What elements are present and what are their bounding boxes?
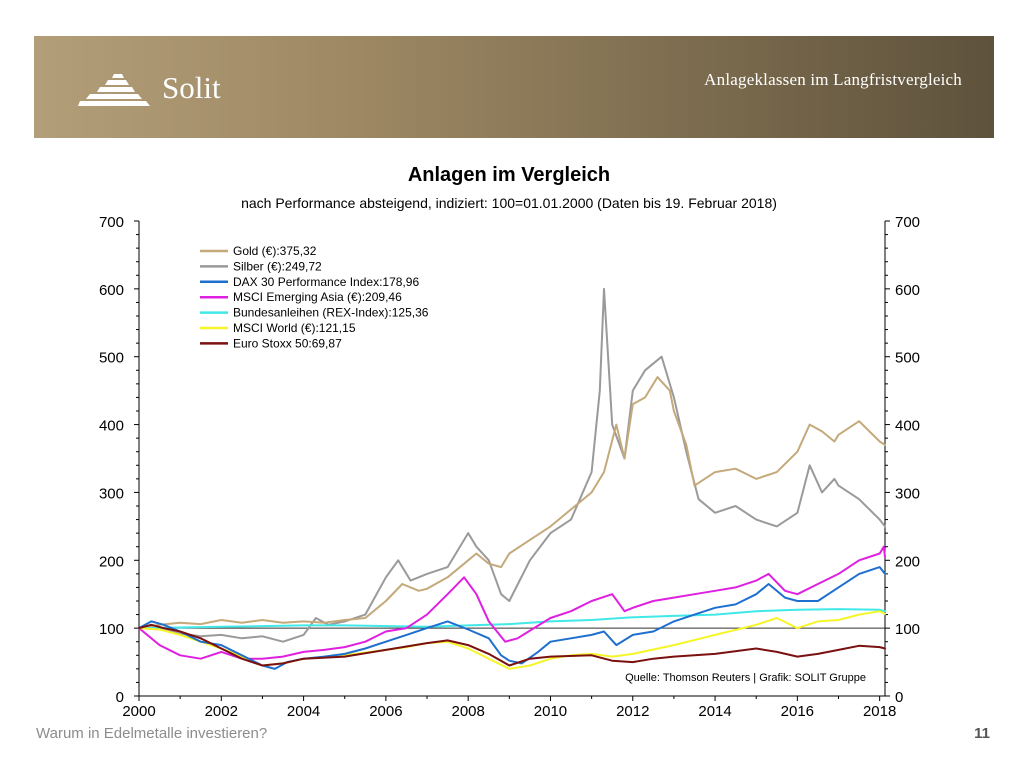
x-tick-label: 2004 — [287, 703, 320, 720]
page-number: 11 — [974, 725, 990, 742]
series-line-1 — [138, 287, 886, 643]
chart-title: Anlagen im Vergleich — [408, 164, 610, 186]
x-tick-label: 2008 — [451, 703, 484, 720]
legend-label: MSCI Emerging Asia (€):209,46 — [233, 290, 402, 304]
y-tick-label-right: 500 — [895, 350, 920, 367]
y-tick-label-left: 700 — [99, 214, 124, 231]
legend-label: Euro Stoxx 50:69,87 — [233, 336, 342, 350]
y-tick-label-right: 200 — [895, 553, 920, 570]
legend-label: DAX 30 Performance Index:178,96 — [233, 275, 419, 289]
y-tick-label-right: 0 — [895, 689, 903, 706]
y-tick-label-right: 400 — [895, 418, 920, 435]
y-tick-label-left: 100 — [99, 621, 124, 638]
series-line-4 — [138, 608, 886, 630]
series-line-2 — [138, 566, 886, 670]
legend-label: Bundesanleihen (REX-Index):125,36 — [233, 306, 429, 320]
footer-text: Warum in Edelmetalle investieren? — [36, 725, 268, 742]
legend-label: Silber (€):249,72 — [233, 259, 322, 273]
x-tick-label: 2018 — [863, 703, 896, 720]
chart-subtitle: nach Performance absteigend, indiziert: … — [241, 195, 777, 211]
chart-source: Quelle: Thomson Reuters | Grafik: SOLIT … — [625, 672, 866, 684]
x-tick-label: 2000 — [122, 703, 155, 720]
x-tick-label: 2002 — [205, 703, 238, 720]
legend-label: Gold (€):375,32 — [233, 244, 317, 258]
header-banner: Solit Anlageklassen im Langfristvergleic… — [34, 36, 994, 138]
y-tick-label-left: 400 — [99, 418, 124, 435]
x-tick-label: 2016 — [781, 703, 814, 720]
y-tick-label-right: 300 — [895, 485, 920, 502]
y-tick-label-right: 100 — [895, 621, 920, 638]
y-tick-label-left: 500 — [99, 350, 124, 367]
y-tick-label-left: 200 — [99, 553, 124, 570]
brand-name: Solit — [162, 70, 221, 105]
x-tick-label: 2006 — [369, 703, 402, 720]
y-tick-label-left: 300 — [99, 485, 124, 502]
series-line-3 — [138, 545, 886, 660]
legend-label: MSCI World (€):121,15 — [233, 321, 356, 335]
pyramid-logo-icon — [78, 74, 150, 106]
y-tick-label-left: 0 — [116, 689, 124, 706]
x-tick-label: 2014 — [698, 703, 731, 720]
y-tick-label-right: 700 — [895, 214, 920, 231]
x-tick-label: 2012 — [616, 703, 649, 720]
series-line-0 — [138, 376, 886, 630]
series-line-6 — [138, 623, 886, 667]
banner-subtitle: Anlageklassen im Langfristvergleich — [704, 70, 962, 89]
y-tick-label-right: 600 — [895, 282, 920, 299]
y-tick-label-left: 600 — [99, 282, 124, 299]
x-tick-label: 2010 — [534, 703, 567, 720]
